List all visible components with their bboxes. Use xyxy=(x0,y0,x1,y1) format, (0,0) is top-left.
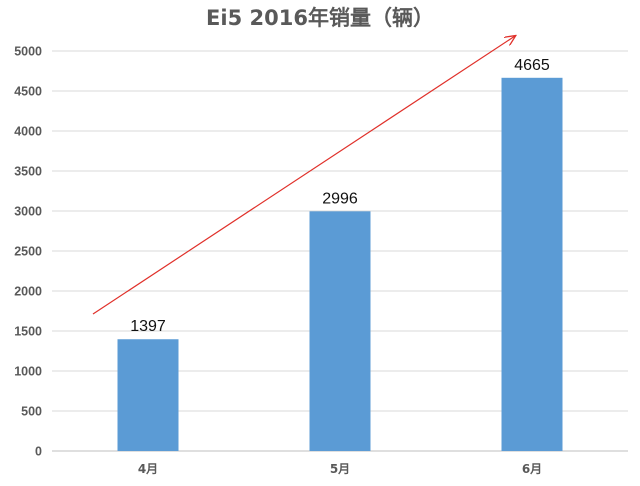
y-tick-label: 2000 xyxy=(14,285,42,299)
data-label: 2996 xyxy=(322,190,358,207)
y-tick-label: 3500 xyxy=(14,165,42,179)
x-tick-label: 4月 xyxy=(138,462,158,476)
y-tick-label: 2500 xyxy=(14,245,42,259)
bars xyxy=(117,77,563,452)
bar xyxy=(117,339,179,451)
chart-title: Ei5 2016年销量（辆） xyxy=(206,6,434,30)
x-axis-ticks: 4月 5月 6月 xyxy=(138,462,542,476)
bar xyxy=(309,211,371,451)
y-tick-label: 3000 xyxy=(14,205,42,219)
y-tick-label: 4500 xyxy=(14,85,42,99)
y-axis-ticks: 0 500 1000 1500 2000 2500 3000 3500 4000 4500 5000 xyxy=(14,45,42,459)
y-tick-label: 0 xyxy=(35,445,42,459)
data-label: 4665 xyxy=(514,57,550,74)
bar xyxy=(501,77,563,452)
y-tick-label: 1500 xyxy=(14,325,42,339)
data-labels: 1397 2996 4665 xyxy=(130,57,550,335)
y-tick-label: 1000 xyxy=(14,365,42,379)
x-tick-label: 5月 xyxy=(330,462,350,476)
trend-arrow xyxy=(92,36,515,315)
data-label: 1397 xyxy=(130,318,166,335)
x-tick-label: 6月 xyxy=(522,462,542,476)
y-tick-label: 500 xyxy=(21,405,42,419)
y-tick-label: 4000 xyxy=(14,125,42,139)
y-tick-label: 5000 xyxy=(14,45,42,59)
